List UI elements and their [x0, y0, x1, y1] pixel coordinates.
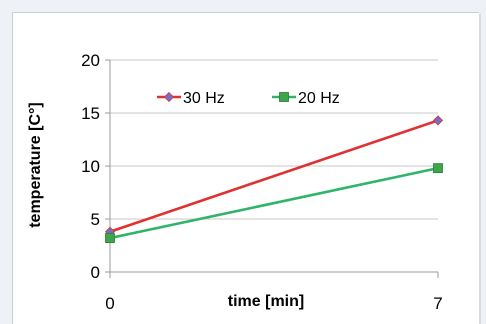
series-line — [109, 166, 439, 240]
y-tick-label: 0 — [91, 263, 100, 282]
y-tick-label: 5 — [91, 210, 100, 229]
series-line — [109, 119, 439, 233]
legend-label: 30 Hz — [183, 90, 225, 107]
tick-labels: 0 5 10 15 20 0 7 — [81, 51, 443, 313]
series-markers — [104, 115, 444, 243]
axes — [105, 59, 439, 278]
y-tick-label: 15 — [81, 104, 100, 123]
legend-label: 20 Hz — [298, 90, 340, 107]
legend-swatch-marker — [279, 92, 289, 102]
y-axis-title: temperature [C°] — [27, 102, 44, 228]
x-tick-label: 0 — [105, 294, 114, 313]
gridlines — [110, 59, 438, 220]
x-axis-title: time [min] — [228, 293, 304, 310]
data-point-marker — [105, 233, 115, 243]
data-point-marker — [433, 163, 443, 174]
legend: 30 Hz 20 Hz — [157, 90, 340, 107]
data-point-marker — [432, 115, 444, 126]
series-lines — [109, 119, 439, 240]
x-tick-label: 7 — [433, 294, 442, 313]
legend-swatch-marker — [163, 91, 175, 103]
y-tick-label: 20 — [81, 51, 100, 70]
y-tick-label: 10 — [81, 157, 100, 176]
